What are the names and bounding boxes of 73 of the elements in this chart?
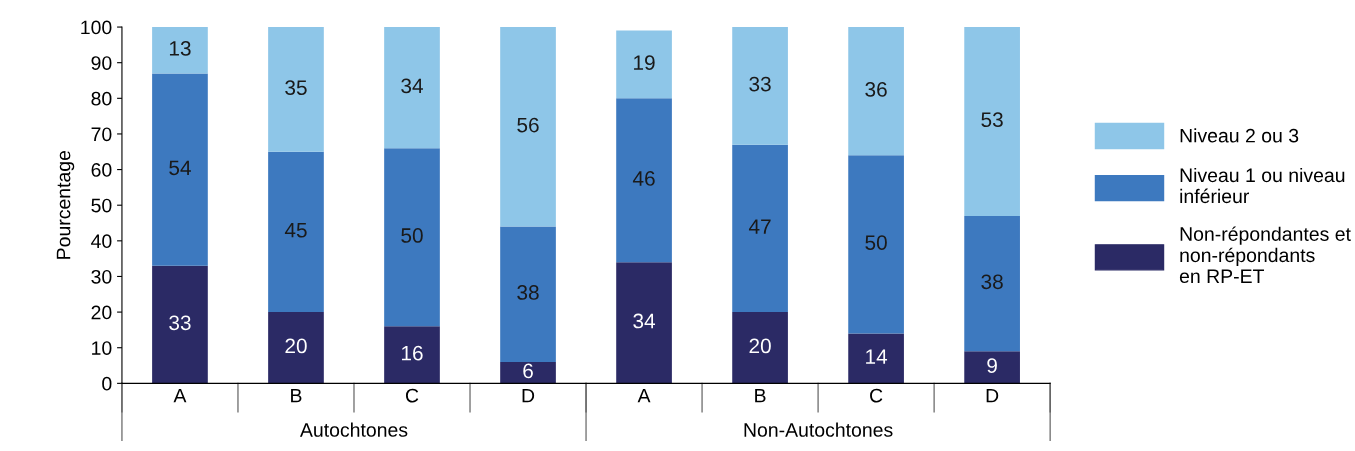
- data-label: 47: [748, 219, 771, 234]
- legend-label: Non-répondantes et non-répondants en RP-ET: [1179, 226, 1351, 284]
- data-label: 33: [749, 76, 771, 92]
- bar: [500, 361, 556, 384]
- data-label: 35: [285, 80, 307, 95]
- data-label: 6: [523, 363, 533, 379]
- bar: [384, 148, 440, 327]
- data-label: 34: [633, 313, 656, 329]
- bar: [616, 98, 672, 263]
- text: Autochtones: [299, 422, 408, 437]
- bar: [848, 333, 904, 384]
- bar: [152, 265, 208, 384]
- data-label: 20: [749, 338, 771, 354]
- bar: [268, 312, 324, 384]
- data-label: 34: [401, 78, 423, 94]
- data-label: 33: [169, 315, 191, 331]
- text: Non-Autochtones: [744, 422, 893, 437]
- bar: [732, 144, 788, 313]
- bar: [964, 27, 1020, 216]
- bar: [500, 226, 556, 362]
- bar: [848, 155, 904, 334]
- data-label: 50: [865, 235, 887, 250]
- x-tick-label: B: [291, 388, 302, 403]
- data-label: 13: [169, 41, 191, 56]
- data-label: 14: [866, 349, 888, 364]
- y-tick-label: 30: [91, 269, 112, 284]
- y-tick-label: 20: [91, 305, 112, 320]
- data-label: 38: [981, 274, 1003, 290]
- y-tick-label: 50: [91, 198, 112, 213]
- x-tick-label: D: [522, 388, 535, 403]
- data-label: 54: [169, 160, 191, 176]
- y-axis-title: Pourcentage: [56, 150, 75, 259]
- bar: [616, 30, 672, 99]
- bar: [384, 27, 440, 149]
- bar: [384, 326, 440, 384]
- bar: [964, 351, 1020, 384]
- bar: [268, 27, 324, 152]
- y-tick-label: 100: [81, 20, 112, 35]
- data-label: 9: [987, 358, 997, 373]
- x-tick-label: D: [986, 388, 999, 403]
- x-tick-label: A: [173, 388, 187, 403]
- x-tick-label: C: [870, 388, 883, 403]
- bar: [616, 262, 672, 384]
- bar: [732, 312, 788, 384]
- data-label: 56: [517, 117, 539, 133]
- data-label: 38: [517, 285, 539, 300]
- bar: [268, 151, 324, 313]
- data-label: 19: [634, 55, 655, 71]
- bar: [732, 27, 788, 145]
- y-tick-label: 60: [91, 163, 112, 177]
- data-label: 20: [285, 338, 307, 354]
- data-label: 45: [284, 222, 307, 238]
- bar: [152, 27, 208, 74]
- y-tick-label: 0: [102, 376, 112, 391]
- bar: [964, 215, 1020, 352]
- x-tick-label: C: [405, 388, 419, 403]
- data-label: 50: [401, 228, 423, 243]
- legend-label: Niveau 2 ou 3: [1180, 128, 1299, 143]
- legend-label: Niveau 1 ou niveau inférieur: [1180, 167, 1345, 204]
- bar: [152, 73, 208, 266]
- y-tick-label: 10: [92, 341, 112, 355]
- data-label: 53: [981, 112, 1003, 128]
- data-label: 46: [632, 171, 655, 186]
- x-tick-label: B: [755, 388, 766, 403]
- bar: [500, 27, 556, 227]
- y-tick-label: 90: [91, 56, 112, 70]
- bar: [848, 27, 904, 156]
- y-tick-label: 70: [91, 127, 112, 142]
- y-tick-label: 40: [91, 234, 112, 249]
- data-label: 16: [402, 345, 423, 361]
- y-tick-label: 80: [91, 91, 112, 106]
- x-tick-label: A: [637, 388, 651, 403]
- data-label: 36: [865, 82, 887, 97]
